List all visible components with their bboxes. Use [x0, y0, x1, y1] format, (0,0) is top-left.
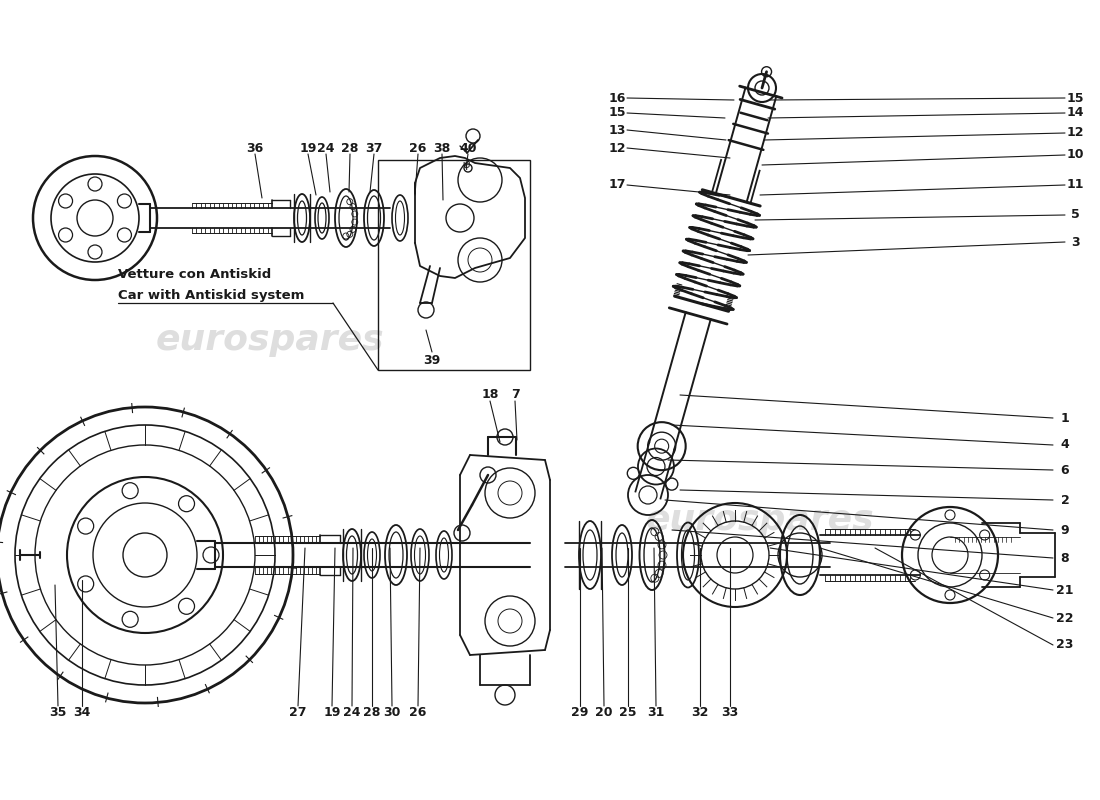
Text: 23: 23	[1056, 638, 1074, 651]
Text: 39: 39	[424, 354, 441, 366]
Text: 25: 25	[619, 706, 637, 718]
Text: 15: 15	[608, 106, 626, 119]
Text: 24: 24	[343, 706, 361, 718]
Text: 4: 4	[1060, 438, 1069, 451]
Text: 6: 6	[1060, 463, 1069, 477]
Text: 32: 32	[691, 706, 708, 718]
Text: 29: 29	[571, 706, 588, 718]
Text: 2: 2	[1060, 494, 1069, 506]
Text: 12: 12	[1066, 126, 1083, 139]
Text: 17: 17	[608, 178, 626, 191]
Text: 10: 10	[1066, 149, 1083, 162]
Text: 26: 26	[409, 142, 427, 154]
Text: 20: 20	[595, 706, 613, 718]
Text: 8: 8	[1060, 551, 1069, 565]
Text: 30: 30	[383, 706, 400, 718]
Text: 28: 28	[341, 142, 359, 154]
Text: eurospares: eurospares	[156, 323, 384, 357]
Text: 28: 28	[363, 706, 381, 718]
Text: 40: 40	[460, 142, 476, 154]
Text: 18: 18	[482, 389, 498, 402]
Text: 27: 27	[289, 706, 307, 718]
Text: 19: 19	[299, 142, 317, 154]
Text: 35: 35	[50, 706, 67, 718]
Text: 19: 19	[323, 706, 341, 718]
Text: 12: 12	[608, 142, 626, 154]
Text: 1: 1	[1060, 411, 1069, 425]
Text: 14: 14	[1066, 106, 1083, 119]
Text: 24: 24	[317, 142, 334, 154]
Text: 3: 3	[1070, 235, 1079, 249]
Text: 9: 9	[1060, 523, 1069, 537]
Text: 31: 31	[647, 706, 664, 718]
Text: 34: 34	[74, 706, 90, 718]
Text: 11: 11	[1066, 178, 1083, 191]
Bar	[378, 160, 530, 370]
Text: 13: 13	[608, 123, 626, 137]
Text: 33: 33	[722, 706, 738, 718]
Text: 26: 26	[409, 706, 427, 718]
Text: 15: 15	[1066, 91, 1083, 105]
Text: 38: 38	[433, 142, 451, 154]
Text: 36: 36	[246, 142, 264, 154]
Text: 37: 37	[365, 142, 383, 154]
Text: 7: 7	[510, 389, 519, 402]
Text: 16: 16	[608, 91, 626, 105]
Text: 5: 5	[1070, 209, 1079, 222]
Text: Vetture con Antiskid: Vetture con Antiskid	[118, 269, 272, 282]
Text: 22: 22	[1056, 611, 1074, 625]
Text: eurospares: eurospares	[646, 503, 874, 537]
Text: ψ: ψ	[462, 160, 470, 170]
Text: 21: 21	[1056, 583, 1074, 597]
Text: Car with Antiskid system: Car with Antiskid system	[118, 289, 305, 302]
